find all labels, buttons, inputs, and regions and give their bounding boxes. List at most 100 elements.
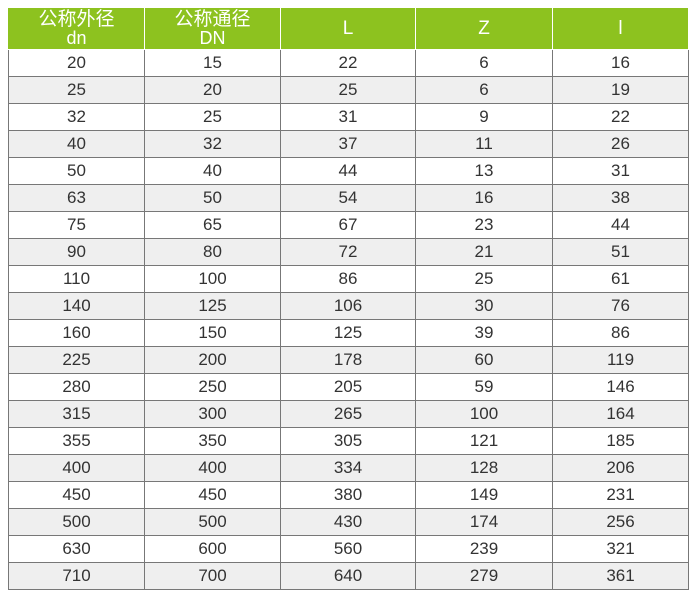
table-cell: 160: [8, 319, 145, 347]
table-cell: 72: [280, 238, 416, 266]
table-cell: 38: [552, 184, 689, 212]
table-cell: 280: [8, 373, 145, 401]
table-row: 140 125 106 30 76: [8, 292, 689, 320]
table-cell: 40: [144, 157, 281, 185]
table-cell: 640: [280, 562, 416, 590]
column-header: 公称外径 dn: [8, 7, 145, 50]
table-cell: 355: [8, 427, 145, 455]
table-cell: 100: [415, 400, 553, 428]
table-cell: 205: [280, 373, 416, 401]
table-cell: 20: [8, 49, 145, 77]
table-cell: 185: [552, 427, 689, 455]
table-cell: 206: [552, 454, 689, 482]
table-cell: 67: [280, 211, 416, 239]
table-cell: 178: [280, 346, 416, 374]
table-cell: 32: [8, 103, 145, 131]
table-cell: 106: [280, 292, 416, 320]
table-cell: 125: [144, 292, 281, 320]
table-cell: 9: [415, 103, 553, 131]
table-cell: 500: [144, 508, 281, 536]
table-cell: 86: [552, 319, 689, 347]
table-cell: 30: [415, 292, 553, 320]
column-header: l: [552, 7, 689, 50]
table-cell: 560: [280, 535, 416, 563]
table-row: 400 400 334 128 206: [8, 454, 689, 482]
table-cell: 16: [415, 184, 553, 212]
table-cell: 174: [415, 508, 553, 536]
table-cell: 140: [8, 292, 145, 320]
table-cell: 710: [8, 562, 145, 590]
table-cell: 121: [415, 427, 553, 455]
table-row: 50 40 44 13 31: [8, 157, 689, 185]
table-row: 40 32 37 11 26: [8, 130, 689, 158]
table-cell: 11: [415, 130, 553, 158]
table-cell: 25: [280, 76, 416, 104]
table-cell: 600: [144, 535, 281, 563]
table-cell: 39: [415, 319, 553, 347]
table-cell: 119: [552, 346, 689, 374]
table-cell: 125: [280, 319, 416, 347]
table-cell: 321: [552, 535, 689, 563]
table-cell: 32: [144, 130, 281, 158]
table-cell: 21: [415, 238, 553, 266]
table-cell: 380: [280, 481, 416, 509]
table-row: 32 25 31 9 22: [8, 103, 689, 131]
table-cell: 63: [8, 184, 145, 212]
table-cell: 239: [415, 535, 553, 563]
column-header: L: [280, 7, 416, 50]
table-cell: 128: [415, 454, 553, 482]
header-label: 公称通径: [174, 9, 251, 30]
table-cell: 265: [280, 400, 416, 428]
table-cell: 279: [415, 562, 553, 590]
table-row: 25 20 25 6 19: [8, 76, 689, 104]
column-header: 公称通径 DN: [144, 7, 281, 50]
table-cell: 350: [144, 427, 281, 455]
table-cell: 430: [280, 508, 416, 536]
header-label: L: [342, 18, 354, 39]
table-cell: 305: [280, 427, 416, 455]
table-row: 355 350 305 121 185: [8, 427, 689, 455]
header-label: Z: [478, 18, 490, 39]
table-cell: 400: [8, 454, 145, 482]
table-row: 450 450 380 149 231: [8, 481, 689, 509]
table-cell: 450: [8, 481, 145, 509]
table-cell: 13: [415, 157, 553, 185]
table-cell: 22: [552, 103, 689, 131]
table-row: 315 300 265 100 164: [8, 400, 689, 428]
header-label: 公称外径: [38, 9, 115, 30]
table-cell: 110: [8, 265, 145, 293]
table-row: 225 200 178 60 119: [8, 346, 689, 374]
table-cell: 65: [144, 211, 281, 239]
table-row: 160 150 125 39 86: [8, 319, 689, 347]
table-cell: 361: [552, 562, 689, 590]
table-row: 75 65 67 23 44: [8, 211, 689, 239]
table-row: 90 80 72 21 51: [8, 238, 689, 266]
table-cell: 250: [144, 373, 281, 401]
table-cell: 231: [552, 481, 689, 509]
table-cell: 256: [552, 508, 689, 536]
table-cell: 59: [415, 373, 553, 401]
table-row: 710 700 640 279 361: [8, 562, 689, 590]
table-cell: 700: [144, 562, 281, 590]
table-cell: 400: [144, 454, 281, 482]
table-cell: 26: [552, 130, 689, 158]
table-cell: 6: [415, 49, 553, 77]
table-cell: 150: [144, 319, 281, 347]
table-cell: 37: [280, 130, 416, 158]
table-cell: 51: [552, 238, 689, 266]
table-cell: 450: [144, 481, 281, 509]
table-cell: 31: [552, 157, 689, 185]
table-cell: 75: [8, 211, 145, 239]
table-cell: 50: [8, 157, 145, 185]
table-cell: 50: [144, 184, 281, 212]
table-cell: 61: [552, 265, 689, 293]
table-cell: 86: [280, 265, 416, 293]
table-cell: 16: [552, 49, 689, 77]
table-row: 500 500 430 174 256: [8, 508, 689, 536]
table-cell: 40: [8, 130, 145, 158]
header-sublabel: dn: [66, 28, 87, 48]
table-cell: 300: [144, 400, 281, 428]
table-cell: 23: [415, 211, 553, 239]
